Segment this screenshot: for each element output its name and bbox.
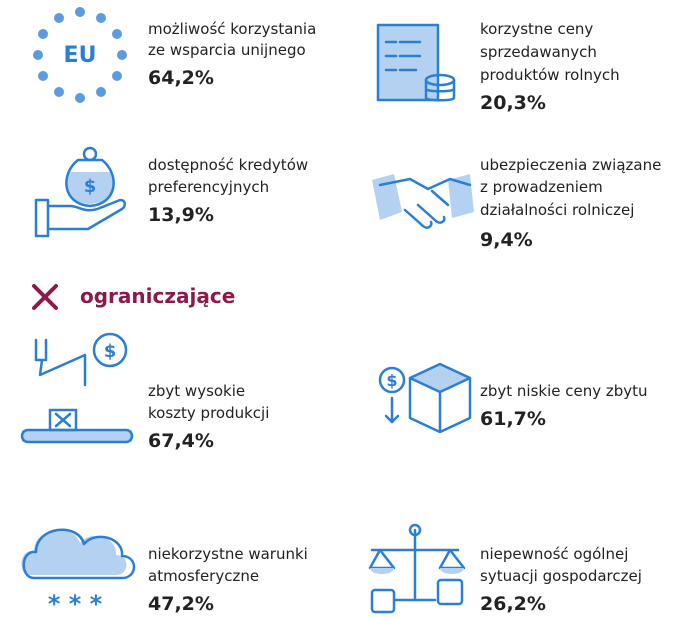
value: 67,4%	[148, 430, 214, 452]
handshake-icon	[372, 174, 474, 229]
limiting-header: ograniczające	[32, 284, 235, 310]
label: ze wsparcia unijnego	[148, 41, 306, 59]
value: 9,4%	[480, 229, 533, 251]
header-text: ograniczające	[80, 284, 235, 308]
svg-text:$: $	[104, 341, 117, 362]
svg-text:$: $	[386, 371, 397, 390]
label: koszty produkcji	[148, 404, 269, 422]
value: 20,3%	[480, 92, 546, 114]
label: niekorzystne warunki	[148, 545, 308, 563]
label: sprzedawanych	[480, 43, 597, 61]
label: zbyt niskie ceny zbytu	[480, 382, 648, 400]
label: produktów rolnych	[480, 66, 620, 84]
label: dostępność kredytów	[148, 156, 308, 174]
label: korzystne ceny	[480, 20, 593, 38]
eu-icon: EU	[33, 7, 127, 103]
value: 13,9%	[148, 204, 214, 226]
value: 47,2%	[148, 593, 214, 615]
label: ubezpieczenia związane	[480, 156, 661, 174]
label: niepewność ogólnej	[480, 545, 628, 563]
label: działalności rolniczej	[480, 201, 634, 219]
value: 61,7%	[480, 408, 546, 430]
credit-icon: $	[34, 146, 126, 238]
eu-text: EU	[64, 43, 97, 68]
svg-text:* * *: * * *	[48, 590, 103, 618]
svg-text:$: $	[84, 176, 97, 197]
cost-icon: $	[20, 332, 134, 444]
price-icon	[376, 23, 456, 102]
label: preferencyjnych	[148, 178, 269, 196]
label: możliwość korzystania	[148, 20, 316, 38]
texts: możliwość korzystania ze wsparcia unijne…	[148, 20, 661, 615]
scale-icon	[368, 523, 466, 614]
label: sytuacji gospodarczej	[480, 567, 642, 585]
label: zbyt wysokie	[148, 382, 245, 400]
label: z prowadzeniem	[480, 178, 603, 196]
value: 26,2%	[480, 593, 546, 615]
label: atmosferyczne	[148, 567, 259, 585]
weather-icon: * * *	[21, 528, 136, 618]
low-price-icon: $	[378, 362, 472, 434]
value: 64,2%	[148, 67, 214, 89]
